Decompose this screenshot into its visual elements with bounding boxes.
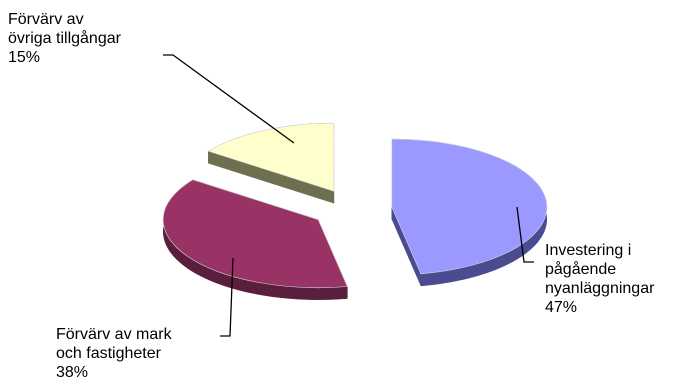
leader-lines xyxy=(163,54,534,337)
label-line: Förvärv av xyxy=(8,11,84,28)
label-line: nyanläggningar xyxy=(545,280,655,297)
label-line: pågående xyxy=(545,261,617,278)
pie-tops xyxy=(162,122,548,289)
label-percent: 38% xyxy=(56,364,89,381)
slice-1 xyxy=(162,179,348,289)
leader-line-2 xyxy=(163,54,295,144)
label-percent: 47% xyxy=(545,299,578,316)
label-ovriga-tillgangar: Förvärv av övriga tillgångar 15% xyxy=(8,10,121,67)
label-line: övriga tillgångar xyxy=(8,30,121,47)
label-line: Investering i xyxy=(545,242,632,259)
label-line: Förvärv av mark xyxy=(56,326,172,343)
slice-0 xyxy=(391,138,548,275)
leader-line-0 xyxy=(516,206,534,263)
slice-2 xyxy=(207,122,335,192)
leader-line-1 xyxy=(220,257,234,337)
label-line: och fastigheter xyxy=(56,345,161,362)
label-mark-fastigheter: Förvärv av mark och fastigheter 38% xyxy=(56,325,172,382)
label-nyanlaggningar: Investering i pågående nyanläggningar 47… xyxy=(545,241,654,317)
label-percent: 15% xyxy=(8,49,41,66)
